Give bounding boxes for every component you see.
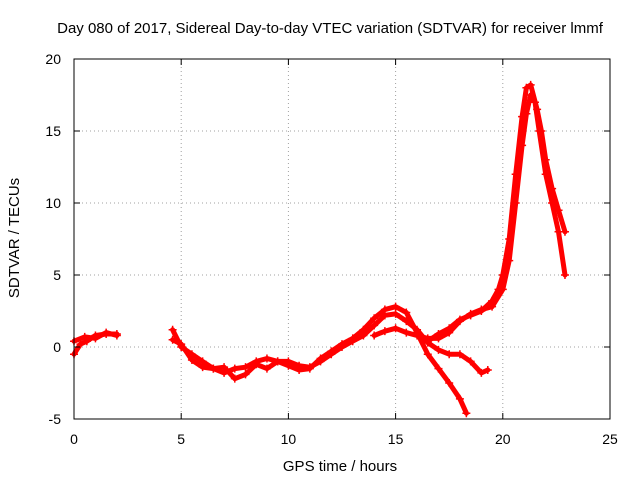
- data-point-marker: [252, 357, 261, 366]
- data-point-marker: [548, 184, 557, 193]
- data-point-marker: [284, 357, 293, 366]
- data-point-marker: [80, 332, 89, 341]
- data-point-marker: [511, 170, 520, 179]
- data-point-marker: [477, 307, 486, 315]
- data-point-marker: [305, 363, 314, 372]
- axis-ticks: [73, 58, 611, 420]
- data-point-marker: [198, 363, 207, 372]
- data-point-marker: [391, 324, 400, 333]
- data-point-marker: [402, 308, 411, 317]
- data-point-marker: [112, 331, 121, 340]
- data-point-marker: [230, 374, 239, 383]
- data-point-marker: [483, 366, 492, 375]
- data-point-marker: [445, 324, 454, 333]
- series-trace-b: [70, 328, 121, 346]
- data-point-marker: [434, 364, 443, 373]
- data-point-marker: [434, 345, 443, 354]
- data-point-marker: [391, 309, 400, 318]
- y-tick-label: 0: [53, 339, 61, 355]
- data-point-marker: [241, 370, 250, 379]
- data-point-marker: [273, 357, 282, 366]
- data-point-marker: [338, 343, 346, 351]
- data-point-marker: [498, 271, 507, 279]
- data-point-marker: [526, 80, 535, 89]
- series-line: [425, 82, 568, 344]
- data-point-marker: [445, 350, 454, 359]
- data-point-marker: [262, 364, 271, 373]
- data-point-marker: [295, 361, 304, 370]
- data-point-marker: [477, 368, 486, 377]
- data-point-marker: [537, 127, 546, 135]
- data-point-marker: [445, 379, 454, 387]
- data-point-marker: [466, 357, 475, 366]
- data-point-marker: [494, 285, 503, 294]
- series-line: [170, 311, 491, 376]
- data-point-marker: [187, 355, 196, 364]
- data-point-marker: [359, 331, 368, 340]
- x-tick-label: 10: [281, 431, 297, 447]
- data-point-marker: [241, 363, 250, 372]
- data-point-marker: [230, 364, 239, 373]
- y-tick-label: -5: [49, 411, 62, 427]
- data-point-marker: [380, 327, 389, 336]
- x-tick-label: 5: [177, 431, 185, 447]
- data-point-marker: [466, 311, 475, 320]
- y-tick-label: 15: [45, 123, 61, 139]
- data-point-marker: [488, 296, 497, 305]
- data-point-marker: [370, 331, 379, 340]
- data-point-marker: [209, 364, 218, 373]
- data-point-marker: [413, 331, 422, 340]
- y-tick-label: 20: [45, 51, 61, 67]
- x-tick-label: 25: [602, 431, 618, 447]
- x-axis-label: GPS time / hours: [283, 458, 397, 475]
- chart-title: Day 080 of 2017, Sidereal Day-to-day VTE…: [57, 20, 604, 37]
- data-point-marker: [262, 354, 271, 363]
- data-point-marker: [423, 337, 432, 346]
- data-point-marker: [391, 302, 400, 311]
- y-tick-label: 10: [45, 195, 61, 211]
- data-point-marker: [560, 271, 569, 279]
- data-point-marker: [168, 335, 177, 344]
- data-point-marker: [518, 112, 527, 121]
- y-tick-label: 5: [53, 267, 61, 283]
- x-tick-label: 20: [495, 431, 511, 447]
- x-tick-labels: 0 5 10 15 20 25: [70, 431, 618, 447]
- data-point-marker: [554, 206, 563, 215]
- x-tick-label: 15: [388, 431, 404, 447]
- data-point-marker: [370, 314, 379, 323]
- plot-frame: [73, 58, 611, 420]
- data-point-marker: [348, 337, 357, 346]
- data-point-marker: [402, 317, 411, 326]
- data-point-marker: [177, 340, 186, 349]
- data-point-marker: [168, 325, 177, 334]
- data-point-marker: [91, 334, 100, 343]
- series-trace-f: [423, 80, 569, 346]
- data-point-marker: [505, 235, 514, 243]
- data-point-marker: [402, 328, 411, 337]
- data-point-marker: [423, 350, 432, 359]
- data-point-marker: [102, 328, 111, 337]
- data-point-marker: [522, 83, 531, 92]
- data-point-marker: [560, 227, 569, 236]
- data-point-marker: [541, 155, 550, 164]
- x-tick-label: 0: [70, 431, 78, 447]
- data-series: [70, 80, 569, 418]
- data-point-marker: [327, 350, 336, 359]
- data-point-marker: [455, 394, 464, 403]
- y-axis-label: SDTVAR / TECUs: [6, 178, 23, 298]
- data-point-marker: [455, 315, 464, 324]
- data-point-marker: [76, 340, 85, 349]
- data-point-marker: [380, 311, 389, 320]
- data-point-marker: [316, 357, 325, 366]
- data-point-marker: [462, 409, 471, 418]
- y-tick-labels: -5 0 5 10 15 20: [45, 51, 61, 427]
- data-point-marker: [455, 350, 464, 359]
- data-point-marker: [370, 321, 379, 330]
- data-point-marker: [533, 105, 542, 114]
- data-point-marker: [434, 330, 443, 339]
- data-point-marker: [220, 368, 229, 377]
